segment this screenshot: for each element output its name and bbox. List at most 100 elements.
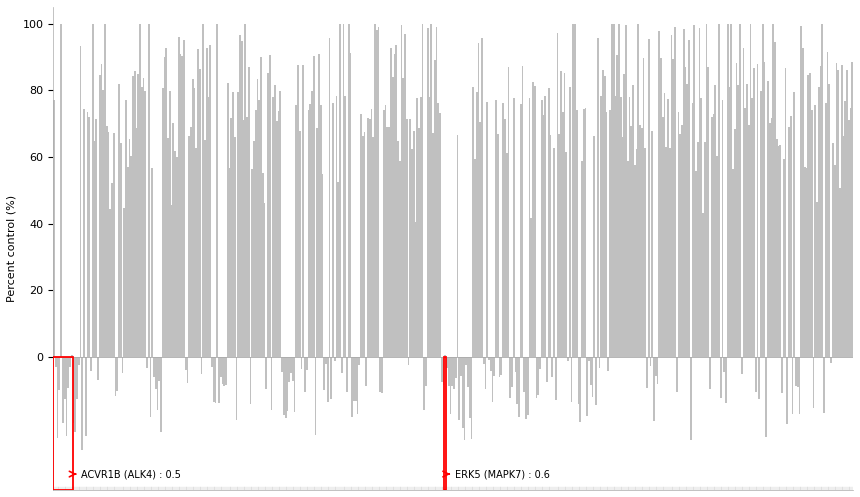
- Bar: [334, 357, 335, 360]
- Bar: [667, 99, 669, 357]
- Bar: [329, 38, 330, 357]
- Bar: [71, 355, 72, 357]
- Bar: [357, 357, 359, 414]
- Bar: [544, 96, 546, 357]
- Bar: [674, 27, 676, 357]
- Bar: [335, 96, 337, 357]
- Bar: [732, 169, 734, 357]
- Bar: [217, 23, 218, 357]
- Bar: [113, 133, 114, 357]
- Bar: [241, 41, 243, 357]
- Bar: [597, 38, 599, 357]
- Bar: [116, 357, 118, 391]
- Bar: [490, 357, 492, 371]
- Bar: [671, 35, 673, 357]
- Bar: [809, 73, 811, 357]
- Bar: [157, 357, 158, 410]
- Bar: [642, 59, 644, 357]
- Bar: [772, 23, 774, 357]
- Bar: [685, 68, 686, 357]
- Bar: [97, 357, 99, 380]
- Bar: [280, 91, 281, 357]
- Bar: [774, 42, 776, 357]
- Bar: [538, 357, 539, 395]
- Bar: [504, 119, 506, 357]
- Bar: [207, 97, 209, 357]
- Bar: [144, 91, 146, 357]
- Bar: [624, 74, 625, 357]
- Bar: [541, 99, 543, 357]
- Bar: [372, 137, 374, 357]
- Bar: [76, 357, 77, 399]
- Bar: [160, 357, 162, 432]
- Bar: [79, 46, 82, 357]
- Bar: [818, 87, 820, 357]
- Bar: [262, 172, 264, 357]
- Bar: [629, 97, 630, 357]
- Bar: [443, 357, 445, 385]
- Bar: [536, 357, 538, 398]
- Bar: [136, 128, 138, 357]
- Bar: [686, 84, 688, 357]
- Bar: [838, 70, 839, 357]
- Bar: [666, 147, 667, 357]
- Bar: [539, 357, 541, 369]
- Bar: [175, 151, 176, 357]
- Bar: [150, 357, 151, 417]
- Bar: [618, 23, 620, 357]
- Bar: [764, 62, 765, 357]
- Bar: [322, 174, 323, 357]
- Bar: [755, 357, 757, 392]
- Bar: [820, 66, 821, 357]
- Bar: [458, 357, 460, 420]
- Bar: [560, 71, 562, 357]
- Bar: [366, 357, 367, 386]
- Bar: [845, 101, 846, 357]
- Bar: [752, 98, 753, 357]
- Bar: [600, 96, 602, 357]
- Bar: [654, 357, 656, 376]
- Bar: [691, 103, 693, 357]
- Bar: [187, 357, 188, 383]
- Bar: [659, 31, 660, 357]
- Bar: [625, 25, 627, 357]
- Bar: [804, 166, 806, 357]
- Bar: [188, 136, 190, 357]
- Bar: [134, 72, 136, 357]
- Bar: [224, 357, 225, 386]
- Bar: [82, 357, 83, 450]
- Bar: [636, 149, 637, 357]
- Bar: [306, 357, 308, 370]
- Bar: [792, 357, 794, 414]
- Bar: [303, 65, 304, 357]
- Bar: [281, 357, 283, 372]
- Bar: [841, 65, 843, 357]
- Bar: [720, 357, 722, 398]
- Bar: [728, 86, 730, 357]
- Bar: [139, 23, 141, 357]
- Bar: [67, 357, 69, 388]
- Bar: [676, 357, 678, 392]
- Bar: [330, 357, 332, 399]
- Bar: [311, 91, 313, 357]
- Bar: [57, 357, 58, 438]
- Bar: [106, 126, 108, 357]
- Bar: [72, 357, 74, 423]
- Bar: [138, 74, 139, 357]
- Bar: [759, 357, 760, 399]
- Bar: [753, 68, 755, 357]
- Bar: [101, 64, 102, 357]
- Bar: [163, 57, 165, 357]
- Bar: [399, 161, 401, 357]
- Bar: [392, 77, 394, 357]
- Bar: [416, 98, 418, 357]
- Bar: [574, 23, 576, 357]
- Bar: [507, 67, 509, 357]
- Bar: [588, 357, 590, 361]
- Bar: [194, 87, 195, 357]
- Bar: [744, 108, 746, 357]
- Bar: [615, 95, 617, 357]
- Bar: [90, 357, 92, 371]
- Bar: [355, 357, 357, 401]
- Bar: [445, 357, 446, 490]
